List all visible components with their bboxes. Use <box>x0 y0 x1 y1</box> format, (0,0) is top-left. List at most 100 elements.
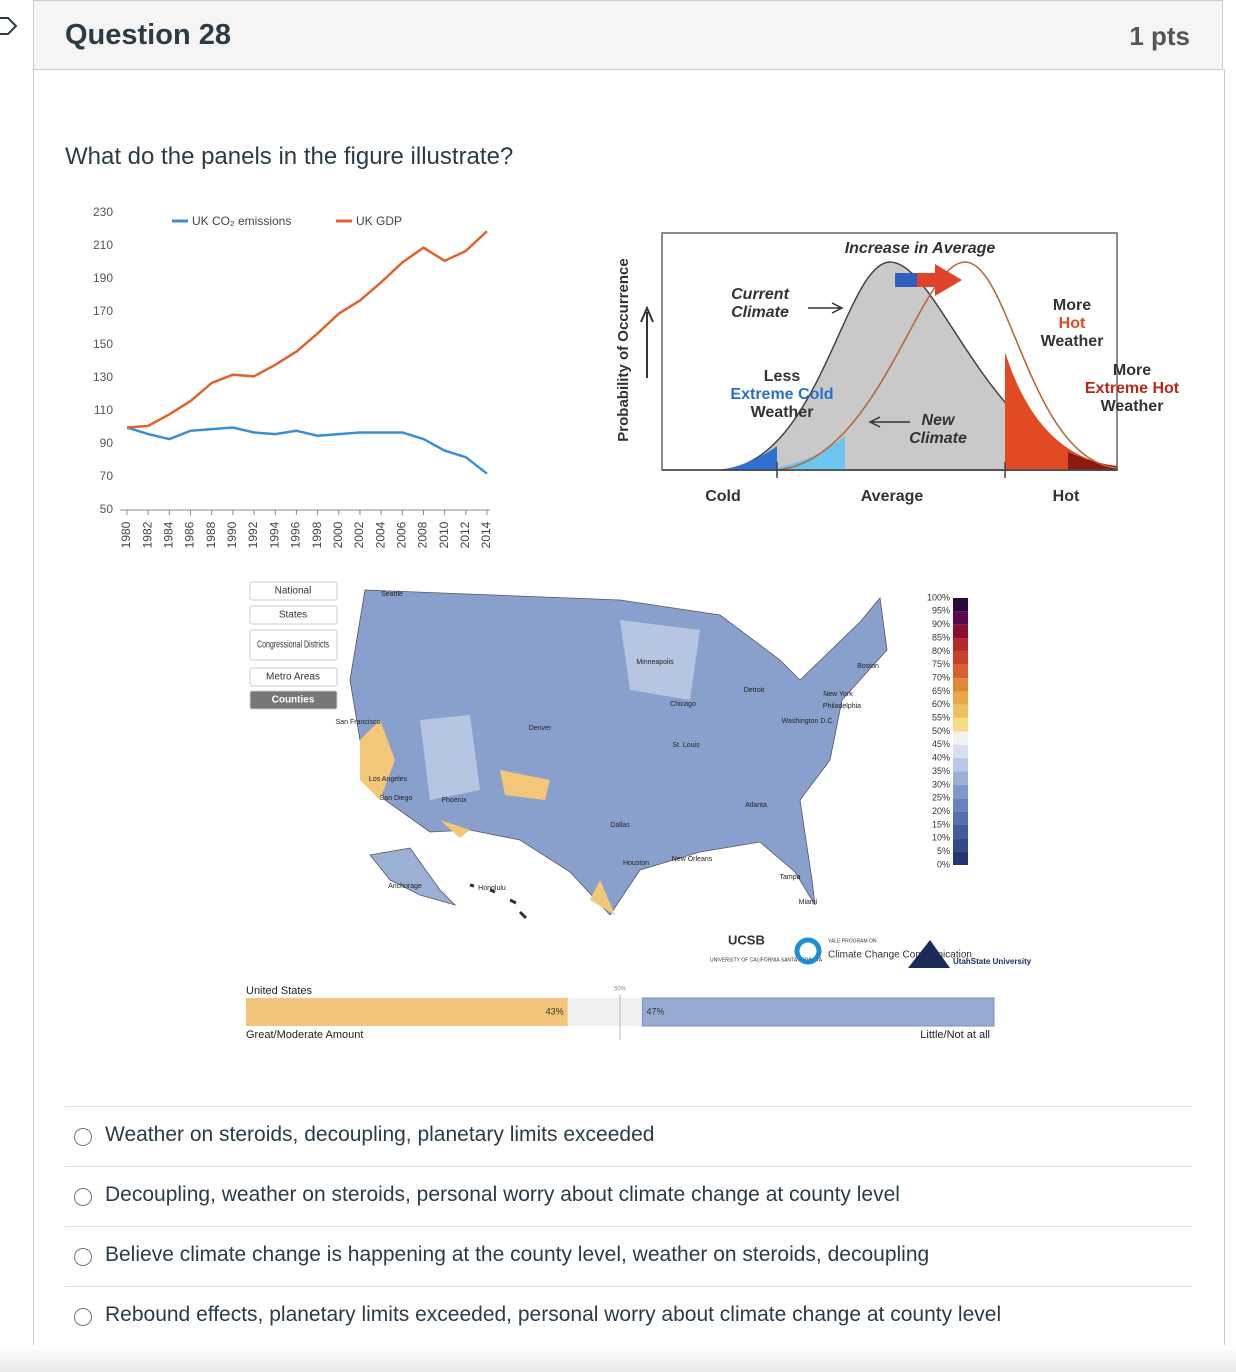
y-tick-label: 190 <box>93 271 113 285</box>
colorbar-cell <box>953 798 968 812</box>
label: Extreme Cold <box>730 386 833 403</box>
x-tick-label: 1982 <box>140 521 154 548</box>
label: Weather <box>1041 333 1104 350</box>
x-label: Hot <box>1053 488 1080 505</box>
logo: Climate Change Communication <box>828 950 972 961</box>
colorbar-cell <box>953 731 968 745</box>
colorbar-cell <box>953 678 968 692</box>
colorbar-cell <box>953 704 968 719</box>
city-label: Los Angeles <box>369 776 408 783</box>
legend-label: UK GDP <box>356 214 402 228</box>
x-tick-label: 2010 <box>437 521 451 548</box>
level-label: Counties <box>272 695 315 706</box>
nav-icon[interactable] <box>0 0 30 40</box>
x-tick-label: 2008 <box>416 521 430 548</box>
arrow <box>868 416 910 428</box>
colorbar-cell <box>953 718 968 732</box>
label: More <box>1053 297 1091 314</box>
x-tick-label: 1984 <box>162 521 176 548</box>
city-label: Phoenix <box>441 797 467 804</box>
city-label: Atlanta <box>745 802 767 809</box>
colorbar-label: 5% <box>937 846 950 856</box>
x-tick-label: 1990 <box>225 521 239 548</box>
logo: YALE PROGRAM ON <box>828 938 877 944</box>
colorbar-label: 65% <box>932 686 950 696</box>
city-label: Houston <box>623 860 649 867</box>
footer-shade <box>0 1345 1236 1372</box>
answer-option[interactable]: Rebound effects, planetary limits exceed… <box>65 1286 1192 1347</box>
answer-text: Believe climate change is happening at t… <box>105 1243 930 1266</box>
question-header: Question 28 1 pts <box>33 0 1223 70</box>
map-patches <box>420 620 700 800</box>
cold-area <box>722 446 777 470</box>
colorbar-label: 35% <box>932 766 950 776</box>
level-button[interactable] <box>249 690 338 710</box>
x-tick-label: 2004 <box>373 521 387 548</box>
points: 1 pts <box>1129 21 1190 51</box>
level-button[interactable] <box>249 629 338 661</box>
city-label: Minneapolis <box>636 659 674 666</box>
colorbar-label: 50% <box>932 726 950 736</box>
answer-text: Rebound effects, planetary limits exceed… <box>105 1303 1002 1326</box>
figure: Probability of Occurrence Increase in Av… <box>93 205 1180 1041</box>
colorbar-label: 55% <box>932 713 950 723</box>
x-tick-label: 1998 <box>310 521 324 548</box>
logo-icon <box>908 940 950 968</box>
answer-text: Decoupling, weather on steroids, persona… <box>105 1183 900 1206</box>
colorbar-label: 90% <box>932 619 950 629</box>
colorbar-cell <box>953 638 968 652</box>
y-tick-label: 170 <box>93 304 113 318</box>
colorbar-label: 85% <box>932 632 950 642</box>
y-tick-label: 110 <box>94 403 113 417</box>
colorbar-label: 25% <box>932 793 950 803</box>
colorbar-cell <box>953 758 968 772</box>
colorbar-label: 40% <box>932 753 950 763</box>
level-button[interactable] <box>249 605 338 625</box>
city-label: Anchorage <box>388 883 422 890</box>
answer-text: Weather on steroids, decoupling, planeta… <box>105 1123 655 1146</box>
series-line <box>126 230 488 429</box>
answer-option[interactable]: Decoupling, weather on steroids, persona… <box>65 1166 1192 1227</box>
label: Climate <box>909 430 967 447</box>
level-button[interactable] <box>249 667 338 687</box>
colorbar-cell <box>953 771 968 785</box>
y-tick-label: 50 <box>100 502 114 516</box>
colorbar-cell <box>953 744 968 759</box>
city-label: San Diego <box>380 795 413 802</box>
x-tick-label: 2002 <box>352 521 366 548</box>
hawaii <box>469 883 528 920</box>
value-label: 47% <box>646 1006 664 1016</box>
level-button[interactable] <box>249 581 338 601</box>
x-tick-label: 1980 <box>119 521 133 548</box>
colorbar-label: 15% <box>932 819 950 829</box>
answer-option[interactable]: Weather on steroids, decoupling, planeta… <box>65 1106 1192 1167</box>
colorbar-cell <box>953 624 968 639</box>
city-label: Honolulu <box>478 885 506 892</box>
colorbar-label: 95% <box>932 606 950 616</box>
colorbar-label: 0% <box>937 859 950 869</box>
colorbar-cell <box>953 691 968 705</box>
x-tick-label: 2014 <box>479 521 493 548</box>
label: Less <box>764 368 801 385</box>
alaska <box>369 847 457 906</box>
y-tick-label: 70 <box>100 469 114 483</box>
colorbar-label: 30% <box>932 779 950 789</box>
colorbar-label: 80% <box>932 646 950 656</box>
question-box <box>33 69 1225 1359</box>
x-tick-label: 1986 <box>183 521 197 548</box>
label: Hot <box>1059 315 1086 332</box>
answer-option[interactable]: Believe climate change is happening at t… <box>65 1226 1192 1287</box>
x-tick-label: 2006 <box>394 521 408 548</box>
colorbar-cell <box>953 664 968 679</box>
colorbar-label: 45% <box>932 739 950 749</box>
y-tick-label: 150 <box>93 337 113 351</box>
label: Weather <box>1101 398 1164 415</box>
bar-segment <box>641 997 995 1027</box>
prompt: What do the panels in the figure illustr… <box>65 143 514 170</box>
colorbar-cell <box>953 784 968 799</box>
bar-label: Little/Not at all <box>920 1029 990 1041</box>
series-line <box>126 426 488 475</box>
y-axis-label: Probability of Occurrence <box>615 258 632 441</box>
city-label: Denver <box>529 725 552 732</box>
